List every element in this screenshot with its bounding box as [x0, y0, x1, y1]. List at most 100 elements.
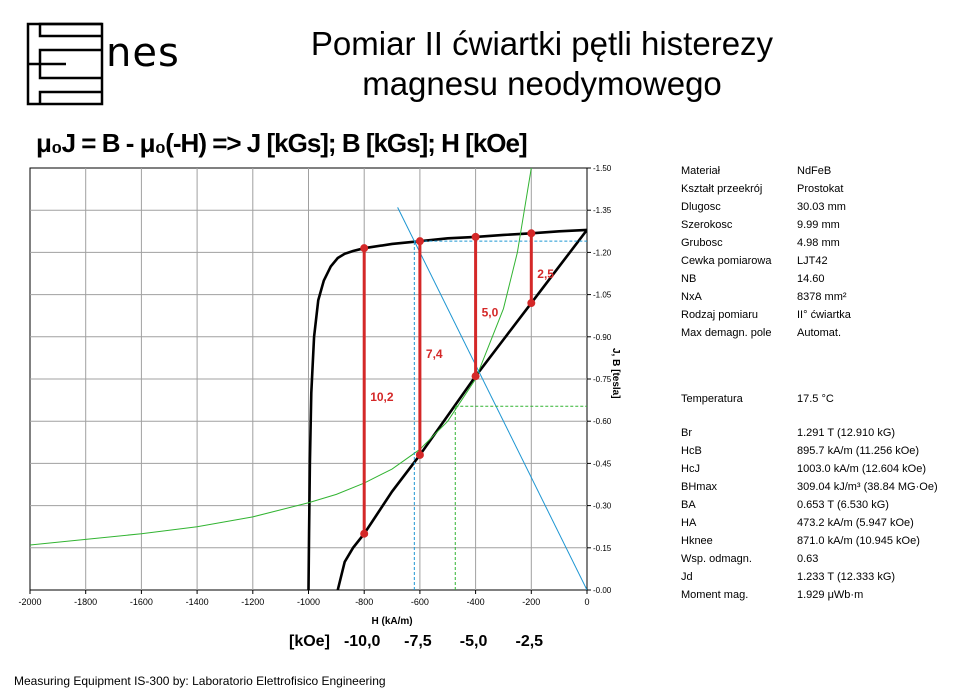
info-top-row: NxA 8378 mm² — [681, 288, 851, 306]
annotation-point-low — [527, 299, 536, 308]
x-tick-label: -1400 — [186, 597, 209, 607]
y-axis-label: J, B [tesla] — [610, 348, 621, 399]
info-value: 9.99 mm — [797, 219, 840, 231]
info-top-row: Max demagn. pole Automat. — [681, 324, 851, 342]
y-tick-label: -0.90 — [593, 333, 612, 342]
info-table-results: Br 1.291 T (12.910 kG) HcB 895.7 kA/m (11.2… — [681, 424, 938, 604]
info-top-row: Szerokosc 9.99 mm — [681, 216, 851, 234]
x-tick-label: -200 — [522, 597, 540, 607]
x-tick-label: -1600 — [130, 597, 153, 607]
info-top-row: Kształt przeekrój Prostokat — [681, 180, 851, 198]
koe-tick-label: -5,0 — [460, 633, 488, 650]
info-value: Prostokat — [797, 183, 844, 195]
info-top-row: Grubosc 4.98 mm — [681, 234, 851, 252]
info-value: 309.04 kJ/m³ (38.84 MG·Oe) — [797, 481, 938, 493]
info-results-row: BA 0.653 T (6.530 kG) — [681, 496, 938, 514]
y-tick-label: -0.45 — [593, 459, 612, 468]
info-key: NB — [681, 273, 697, 285]
info-results-row: Wsp. odmagn. 0.63 — [681, 550, 938, 568]
y-tick-label: -0.00 — [593, 586, 612, 595]
info-value: 0.653 T (6.530 kG) — [797, 499, 889, 511]
info-results-row: Jd 1.233 T (12.333 kG) — [681, 568, 938, 586]
info-value: 0.63 — [797, 553, 819, 565]
info-results-row: HcJ 1003.0 kA/m (12.604 kOe) — [681, 460, 938, 478]
annotation-label: 2,5 — [537, 267, 554, 281]
formula-heading: μ₀J = B - μ₀(-H) => J [kGs]; B [kGs]; H … — [36, 128, 528, 158]
info-table-top: Materiał NdFeB Kształt przeekrój Prostokat D… — [681, 162, 851, 342]
koe-unit-label: [kOe] — [289, 633, 330, 650]
x-tick-label: -1800 — [74, 597, 97, 607]
annotation-label: 5,0 — [482, 306, 499, 320]
info-key: Rodzaj pomiaru — [681, 309, 759, 321]
info-top-row: Dlugosc 30.03 mm — [681, 198, 851, 216]
y-tick-label: -1.05 — [593, 291, 612, 300]
info-value: LJT42 — [797, 255, 828, 267]
info-top-row: Rodzaj pomiaru II° ćwiartka — [681, 306, 851, 324]
info-value: 1003.0 kA/m (12.604 kOe) — [797, 463, 927, 475]
info-key: Temperatura — [681, 393, 743, 405]
info-value: 30.03 mm — [797, 201, 846, 213]
annotation-point-high — [527, 229, 536, 238]
info-key: Dlugosc — [681, 201, 721, 213]
info-value: Automat. — [797, 327, 842, 339]
info-key: HcJ — [681, 463, 700, 475]
info-top-row: Cewka pomiarowa LJT42 — [681, 252, 851, 270]
info-key: BA — [681, 499, 696, 511]
y-tick-label: -1.20 — [593, 248, 612, 257]
info-temp-row: Temperatura 17.5 °C — [681, 390, 834, 408]
info-key: Kształt przeekrój — [681, 183, 763, 195]
annotation-label: 10,2 — [370, 390, 394, 404]
x-tick-label: -400 — [467, 597, 485, 607]
x-axis-label: H (kA/m) — [371, 616, 412, 627]
info-value: 17.5 °C — [797, 393, 834, 405]
info-results-row: Br 1.291 T (12.910 kG) — [681, 424, 938, 442]
info-top-row: Materiał NdFeB — [681, 162, 851, 180]
info-value: 473.2 kA/m (5.947 kOe) — [797, 517, 914, 529]
annotation-point-high — [360, 244, 369, 253]
info-value: NdFeB — [797, 165, 832, 177]
enes-logo — [26, 22, 104, 106]
y-tick-label: -0.60 — [593, 417, 612, 426]
footer-text: Measuring Equipment IS-300 by: Laborator… — [14, 674, 386, 688]
koe-tick-label: -10,0 — [344, 633, 381, 650]
x-tick-label: 0 — [584, 597, 589, 607]
info-key: Materiał — [681, 165, 721, 177]
info-value: 8378 mm² — [797, 291, 847, 303]
info-key: Wsp. odmagn. — [681, 553, 752, 565]
info-results-row: HA 473.2 kA/m (5.947 kOe) — [681, 514, 938, 532]
info-results-row: HcB 895.7 kA/m (11.256 kOe) — [681, 442, 938, 460]
x-tick-label: -600 — [411, 597, 429, 607]
koe-tick-label: -2,5 — [516, 633, 544, 650]
info-key: Grubosc — [681, 237, 723, 249]
info-key: BHmax — [681, 481, 718, 493]
annotation-point-low — [360, 529, 369, 538]
info-value: 4.98 mm — [797, 237, 840, 249]
y-tick-label: -1.50 — [593, 164, 612, 173]
info-value: 1.929 μWb·m — [797, 589, 864, 601]
series-line-3 — [397, 207, 587, 590]
annotation-point-low — [471, 372, 480, 381]
info-key: Szerokosc — [681, 219, 733, 231]
x-tick-label: -800 — [355, 597, 373, 607]
y-tick-label: -0.15 — [593, 544, 612, 553]
koe-tick-label: -7,5 — [404, 633, 432, 650]
info-results-row: Moment mag. 1.929 μWb·m — [681, 586, 938, 604]
x-tick-label: -1200 — [241, 597, 264, 607]
title-line-1: Pomiar II ćwiartki pętli histerezy — [310, 25, 774, 62]
logo-text: nes — [106, 30, 180, 76]
info-key: Br — [681, 427, 692, 439]
info-key: Cewka pomiarowa — [681, 255, 772, 267]
x-tick-label: -2000 — [18, 597, 41, 607]
info-key: NxA — [681, 291, 702, 303]
annotation-point-low — [415, 450, 424, 459]
info-value: II° ćwiartka — [797, 309, 851, 321]
info-value: 1.233 T (12.333 kG) — [797, 571, 896, 583]
info-results-row: BHmax 309.04 kJ/m³ (38.84 MG·Oe) — [681, 478, 938, 496]
info-key: Moment mag. — [681, 589, 749, 601]
info-key: Jd — [681, 571, 693, 583]
info-results-row: Hknee 871.0 kA/m (10.945 kOe) — [681, 532, 938, 550]
title-line-2: magnesu neodymowego — [362, 65, 722, 102]
page-title: Pomiar II ćwiartki pętli histerezy magne… — [262, 24, 822, 104]
x-tick-label: -1000 — [297, 597, 320, 607]
